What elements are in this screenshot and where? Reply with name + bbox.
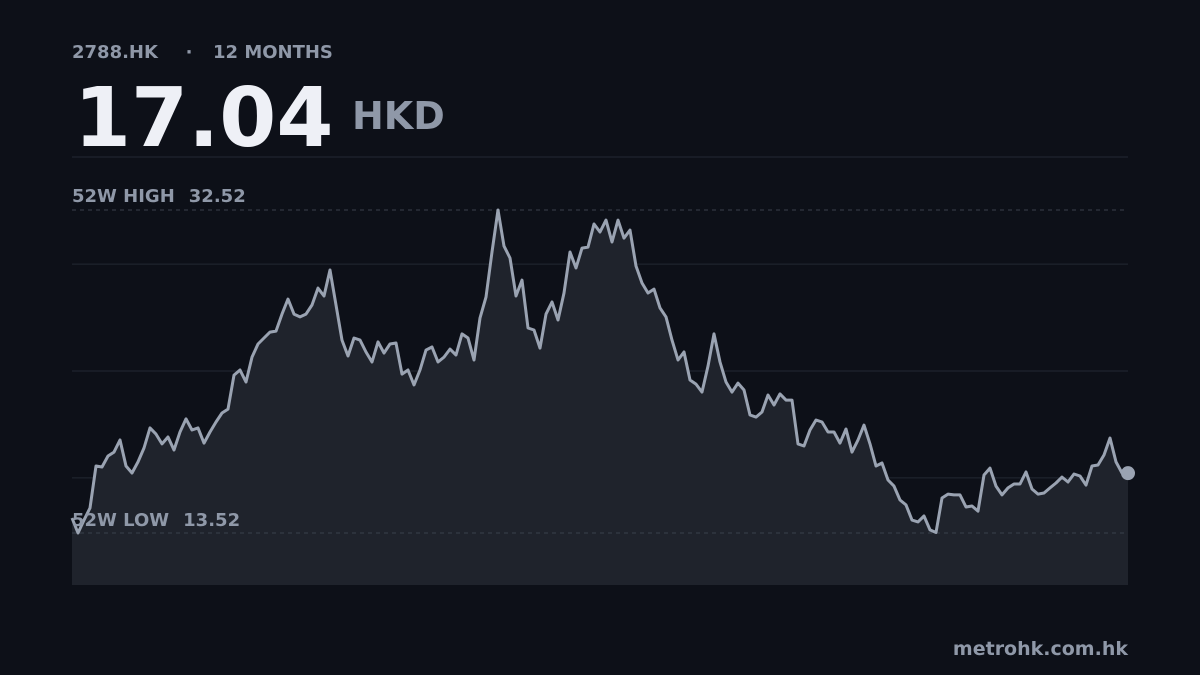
source: metrohk.com.hk: [953, 638, 1128, 660]
ticker: 2788.HK: [72, 42, 159, 63]
area: [72, 210, 1128, 585]
price-line: [70, 208, 1129, 535]
period: 12 MONTHS: [213, 42, 333, 63]
last-point: [1121, 466, 1135, 481]
low-value: 13.52: [183, 510, 240, 531]
low-label: 52W LOW: [72, 510, 169, 531]
high-value: 32.52: [189, 186, 246, 207]
currency: HKD: [352, 94, 445, 138]
price: 17.04: [74, 71, 333, 166]
separator: ·: [186, 42, 193, 63]
high-label: 52W HIGH: [72, 186, 175, 207]
